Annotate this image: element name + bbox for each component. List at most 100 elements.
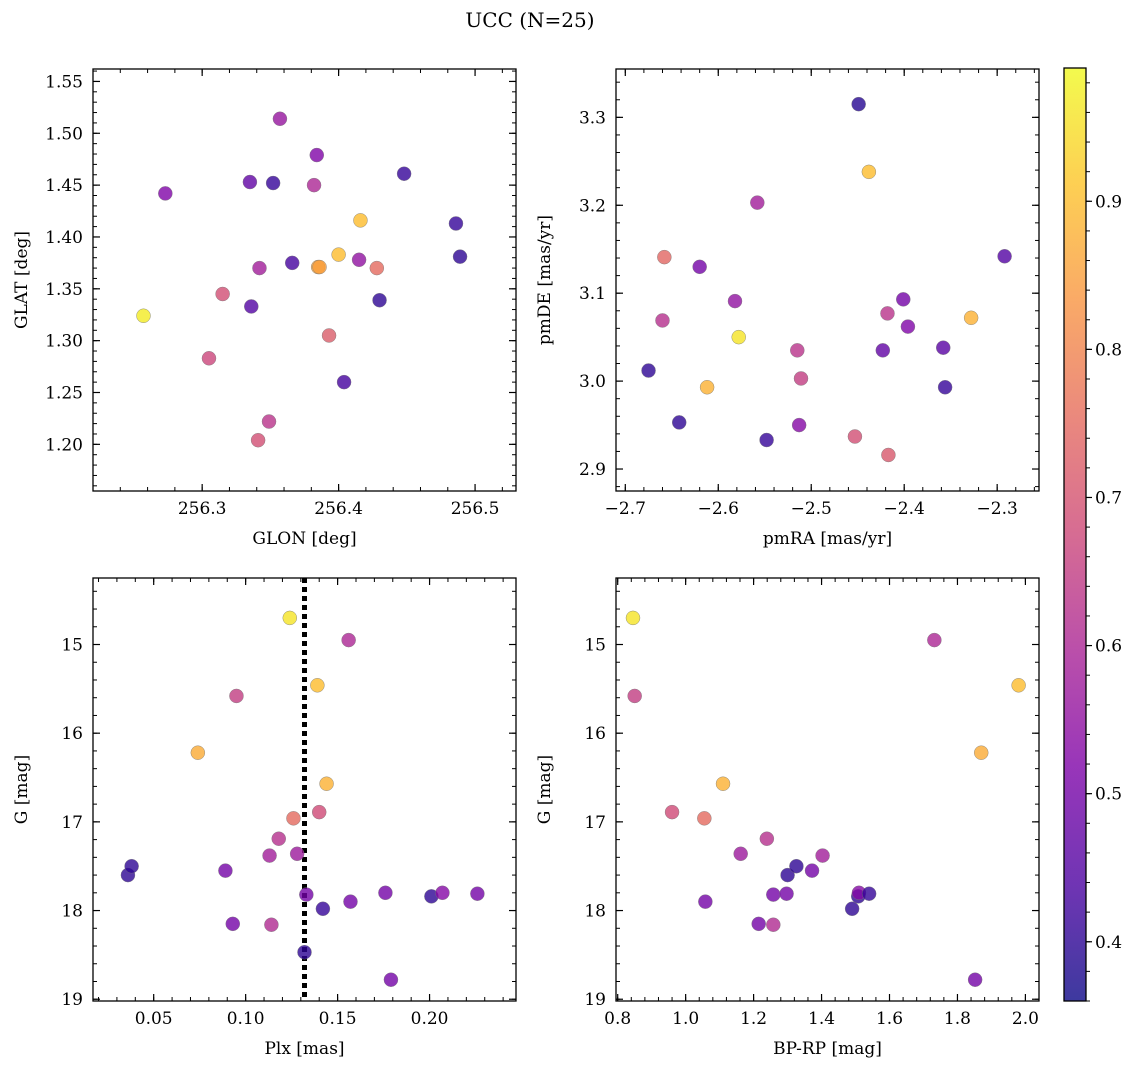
scatter-point [271, 831, 286, 846]
scatter-point [804, 863, 820, 878]
scatter-point [880, 306, 895, 321]
x-tick-label: 256.3 [178, 499, 227, 519]
scatter-point [1011, 678, 1026, 693]
scatter-point [627, 688, 642, 704]
y-tick-label: 1.55 [45, 72, 83, 92]
x-axis-label: BP-RP [mag] [773, 1039, 882, 1059]
x-tick-label: 1.0 [672, 1009, 699, 1029]
scatter-point [229, 688, 244, 704]
x-tick-label: −2.4 [884, 499, 925, 519]
scatter-point [136, 308, 151, 323]
x-tick-label: 256.5 [451, 499, 500, 519]
scatter-point [309, 147, 324, 163]
scatter-point [321, 328, 337, 343]
y-tick-label: 18 [61, 902, 83, 922]
scatter-point [261, 414, 277, 429]
scatter-point [341, 632, 356, 648]
scatter-point [937, 380, 953, 395]
x-axis-label: GLON [deg] [252, 529, 356, 549]
scatter-point [244, 299, 259, 314]
scatter-point [225, 916, 240, 932]
scatter-point [452, 249, 468, 264]
x-tick-label: −2.7 [605, 499, 646, 519]
x-tick-label: 2.0 [1012, 1009, 1039, 1029]
scatter-point [875, 343, 891, 358]
y-tick-label: 17 [61, 813, 83, 833]
scatter-point [715, 776, 731, 791]
scatter-point [766, 917, 781, 932]
scatter-point [789, 859, 804, 874]
scatter-point [751, 916, 766, 932]
scatter-point [967, 972, 983, 987]
y-tick-label: 19 [61, 990, 83, 1010]
y-tick-label: 3.1 [579, 284, 606, 304]
axes-frame [92, 68, 517, 492]
scatter-point [285, 255, 300, 271]
scatter-point [657, 249, 672, 265]
y-tick-label: 1.35 [45, 280, 83, 300]
colorbar-frame [1063, 67, 1087, 1002]
scatter-point [625, 610, 641, 626]
x-tick-label: −2.3 [977, 499, 1018, 519]
scatter-point [252, 260, 267, 276]
y-tick-label: 1.50 [45, 124, 83, 144]
scatter-point [315, 901, 331, 916]
scatter-point [297, 945, 312, 960]
plot-plx-g: 0.05 0.10 0.15 0.20 15 16 17 18 19 Plx [mas] G [ma… [12, 577, 517, 1059]
scatter-point [343, 894, 358, 909]
scatter-point [698, 894, 713, 909]
plot-glon-glat: 256.3 256.4 256.5 1.20 1.25 1.30 1.35 1.40 1.45 1… [12, 68, 517, 549]
scatter-point [383, 972, 399, 987]
scatter-point [448, 216, 464, 231]
x-tick-label: 1.6 [876, 1009, 903, 1029]
y-tick-label: 3.0 [579, 372, 606, 392]
scatter-point [927, 632, 942, 648]
scatter-point [396, 166, 412, 181]
scatter-point [900, 319, 916, 334]
scatter-point [372, 293, 387, 308]
scatter-point [733, 846, 748, 861]
x-tick-label: 256.4 [314, 499, 363, 519]
plot-bprp-g: 0.8 1.0 1.2 1.4 1.6 1.8 2.0 15 16 17 18 19 BP-RP [ma… [535, 577, 1040, 1059]
scatter-point [351, 252, 367, 267]
scatter-point [750, 195, 765, 210]
scatter-point [672, 415, 687, 430]
scatter-point [790, 343, 805, 358]
scatter-point [896, 292, 911, 307]
scatter-point [331, 247, 346, 262]
x-tick-label: 0.10 [227, 1009, 265, 1029]
y-tick-label: 3.2 [579, 196, 606, 216]
scatter-point [699, 380, 715, 395]
y-axis-label: GLAT [deg] [12, 231, 32, 329]
scatter-point [861, 164, 877, 180]
x-tick-label: 1.4 [808, 1009, 835, 1029]
scatter-point [369, 260, 385, 276]
scatter-point [215, 286, 230, 302]
colorbar: 0.4 0.5 0.6 0.7 0.8 0.9 [1063, 67, 1122, 1002]
x-axis-label: pmRA [mas/yr] [763, 529, 892, 549]
scatter-point [272, 111, 288, 126]
scatter-point [242, 174, 258, 190]
scatter-point [847, 429, 863, 444]
scatter-point [470, 886, 485, 901]
scatter-point [286, 811, 301, 826]
axes-frame [615, 68, 1040, 492]
colorbar-tick-label: 0.8 [1095, 340, 1122, 360]
scatter-point [306, 177, 322, 193]
x-tick-label: 0.15 [319, 1009, 357, 1029]
x-tick-label: −2.5 [791, 499, 832, 519]
scatter-point [974, 745, 989, 760]
axes-frame [615, 577, 1040, 1002]
scatter-point [759, 831, 775, 846]
scatter-point [299, 887, 314, 902]
y-tick-label: 1.30 [45, 332, 83, 352]
y-tick-label: 15 [584, 636, 606, 656]
scatter-point [641, 363, 656, 378]
scatter-point [851, 96, 866, 112]
scatter-point [353, 213, 368, 228]
y-tick-label: 2.9 [579, 460, 606, 480]
scatter-point [218, 863, 233, 878]
y-tick-label: 1.25 [45, 383, 83, 403]
x-tick-label: 0.8 [604, 1009, 631, 1029]
scatter-point [289, 846, 305, 861]
